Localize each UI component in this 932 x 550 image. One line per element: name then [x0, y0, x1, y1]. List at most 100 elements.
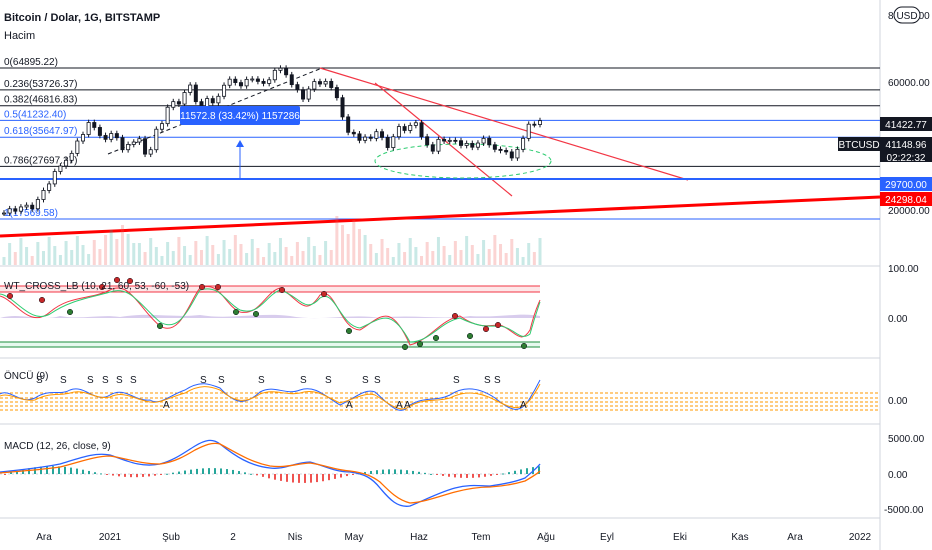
candle-body — [131, 141, 136, 145]
candle — [504, 147, 509, 155]
macd-hist-bar — [436, 474, 438, 475]
candle-body — [238, 82, 243, 87]
volume-bar — [166, 242, 170, 265]
volume-bar — [25, 247, 29, 265]
symbol-title[interactable]: Bitcoin / Dolar, 1G, BITSTAMP — [4, 12, 160, 24]
volume-bar — [307, 237, 311, 265]
volume-bar — [521, 257, 525, 265]
time-axis[interactable]: Ara 2021 Şub 2 Nis May Haz Tem Ağu Eyl Eki Kas Ara 20… — [36, 532, 871, 543]
macd-hist-bar — [202, 468, 204, 474]
macd-hist-bar — [238, 471, 240, 474]
wt-cross-dot — [416, 340, 424, 348]
oncu-signal-letter: A — [163, 400, 170, 411]
volume-bar — [228, 249, 232, 265]
macd-hist-bar — [526, 468, 528, 474]
candle-body — [244, 78, 249, 87]
candle — [301, 86, 306, 102]
measure-label: 11572.8 (33.42%) 1157286 — [180, 106, 300, 125]
candle — [532, 121, 537, 128]
candle — [137, 135, 142, 145]
volume-bar — [267, 243, 271, 265]
macd-hist-bar — [268, 474, 270, 479]
volume-bar — [13, 252, 17, 265]
candle-body — [504, 150, 509, 153]
candle-body — [30, 204, 35, 210]
fib-level-label: 0.382(46816.83) — [4, 95, 77, 106]
volume-bar — [222, 240, 226, 265]
macd-hist-bar — [412, 470, 414, 474]
macd-hist-bar — [328, 474, 330, 481]
candle — [176, 98, 181, 107]
volume-bar — [273, 252, 277, 265]
candle-body — [188, 84, 193, 93]
time-axis-label: Kas — [731, 532, 748, 543]
candle — [340, 94, 345, 120]
macd-hist-bar — [382, 469, 384, 474]
candle-body — [114, 133, 119, 139]
macd-legend[interactable]: MACD (12, 26, close, 9) — [4, 441, 111, 452]
candle-body — [92, 122, 97, 128]
volume-label[interactable]: Hacim — [4, 30, 35, 42]
candle — [521, 135, 526, 153]
candle-body — [284, 67, 289, 76]
volume-bar — [199, 250, 203, 265]
volume-bar — [284, 247, 288, 265]
candle-body — [176, 101, 181, 105]
candle-body — [487, 137, 492, 146]
time-axis-label: Şub — [162, 532, 180, 543]
macd-hist-bar — [442, 474, 444, 476]
candle-body — [126, 144, 131, 151]
macd-hist-bar — [346, 474, 348, 477]
long-uptrend-line[interactable] — [0, 195, 881, 238]
wt-cross-dot — [451, 312, 459, 320]
macd-hist-bar — [106, 474, 108, 475]
volume-bar — [527, 243, 531, 265]
volume-bar — [120, 225, 124, 265]
trendlines — [0, 67, 881, 238]
volume-bar — [87, 254, 91, 265]
macd-hist-bar — [70, 467, 72, 474]
wt-axis[interactable]: 100.00 0.00 — [888, 264, 919, 325]
candle — [182, 89, 187, 107]
candle-body — [58, 165, 63, 172]
candle — [52, 168, 57, 187]
price-tag-label: 29700.00 — [885, 180, 927, 191]
fib-level-label: 1(17569.58) — [4, 208, 58, 219]
candle — [498, 146, 503, 154]
price-axis-label: 60000.00 — [888, 78, 930, 89]
candle — [7, 205, 12, 216]
currency-button[interactable]: USD — [893, 6, 921, 24]
candle-body — [357, 133, 362, 141]
wt-axis-label: 0.00 — [888, 314, 908, 325]
macd-hist-bar — [58, 466, 60, 474]
macd-axis-label: -5000.00 — [884, 505, 924, 516]
candle — [357, 131, 362, 144]
macd-axis[interactable]: 5000.00 0.00 -5000.00 — [884, 434, 925, 516]
candle — [442, 136, 447, 144]
volume-bar — [109, 230, 113, 265]
macd-hist-bar — [76, 468, 78, 474]
candle-body — [301, 89, 306, 100]
macd-hist-bar — [196, 468, 198, 474]
volume-bar — [160, 256, 164, 265]
volume-bar — [448, 255, 452, 265]
volume-bar — [70, 250, 74, 265]
fib-level-label: 0.618(35647.97) — [4, 126, 77, 137]
volume-bar — [262, 257, 266, 265]
candle — [30, 202, 35, 212]
oncu-axis[interactable]: 0.00 — [888, 396, 908, 407]
candle — [154, 126, 159, 153]
wt-cross-dot — [432, 334, 440, 342]
candle-body — [334, 87, 339, 99]
price-tag-label: 41148.96 — [886, 140, 927, 151]
macd-hist-bar — [64, 466, 66, 474]
wt-cross-dot — [345, 327, 353, 335]
candle — [193, 82, 198, 105]
oncu-legend[interactable]: ÖNCÜ (9) — [4, 370, 48, 382]
macd-hist-bar — [448, 474, 450, 477]
candle-body — [329, 80, 334, 88]
wt-cross-legend[interactable]: WT_CROSS_LB (10, 21, 60, 53, -60, -53) — [4, 281, 189, 292]
candle-body — [295, 84, 300, 91]
downtrend-line-upper[interactable] — [319, 67, 689, 181]
candle-body — [193, 84, 198, 103]
